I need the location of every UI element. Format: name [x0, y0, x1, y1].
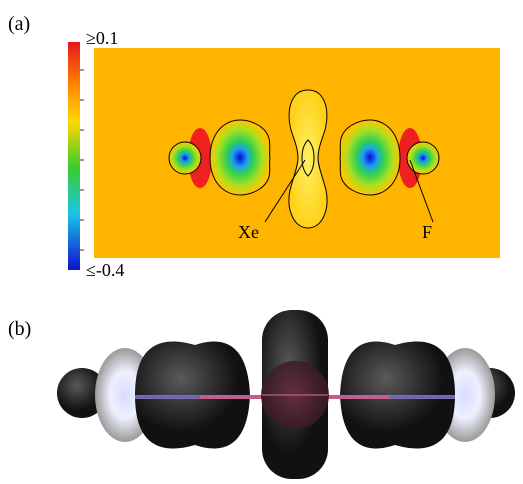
colorbar-min: ≤-0.4 [86, 260, 124, 280]
xe-lobe [340, 120, 400, 195]
colorbar-ticks [80, 70, 84, 250]
panel-label: (b) [8, 318, 31, 340]
colorbar [68, 42, 80, 270]
map [94, 48, 500, 258]
annotation: F [422, 222, 432, 242]
colorbar-max: ≥0.1 [86, 28, 118, 48]
figure: (a) ≥0.1 ≤-0.4 Xe F (b) [0, 0, 523, 479]
f-lobe [169, 142, 201, 174]
annotation: Xe [238, 222, 259, 242]
f-lobe [407, 142, 439, 174]
xe-lobe [210, 120, 270, 195]
panel-label: (a) [8, 13, 30, 35]
